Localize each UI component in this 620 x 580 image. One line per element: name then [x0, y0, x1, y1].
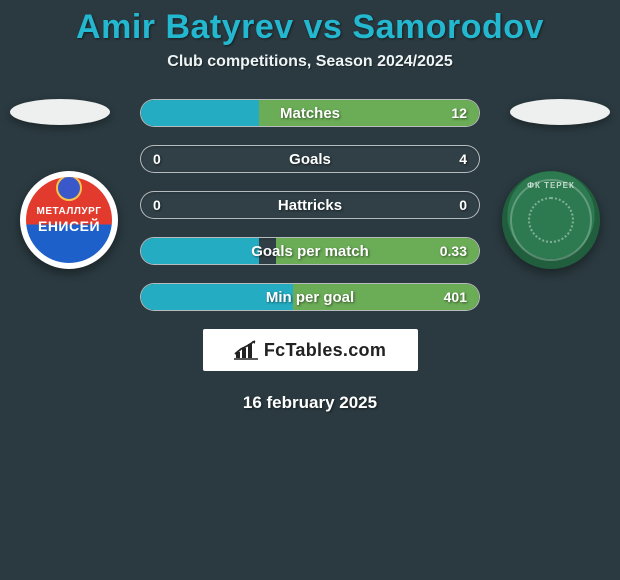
content-area: МЕТАЛЛУРГ ЕНИСЕЙ ФК ТЕРЕК 12Matches 0 4Goa…	[0, 99, 620, 413]
stat-row: 0 4Goals	[140, 145, 480, 173]
club-left-emblem-icon	[56, 177, 82, 201]
stat-row: 0.33Goals per match	[140, 237, 480, 265]
stat-value-right: 0	[447, 192, 479, 218]
stat-label: Goals	[141, 146, 479, 172]
stat-row: 0 0Hattricks	[140, 191, 480, 219]
bar-chart-icon	[234, 340, 258, 360]
stat-value-left: 0	[141, 192, 173, 218]
club-right-ring-text: ФК ТЕРЕК	[502, 181, 600, 190]
brand-badge[interactable]: FcTables.com	[203, 329, 418, 371]
stat-fill-left	[141, 284, 293, 310]
club-logo-right: ФК ТЕРЕК	[502, 171, 600, 269]
brand-text: FcTables.com	[264, 340, 386, 361]
club-logo-left: МЕТАЛЛУРГ ЕНИСЕЙ	[20, 171, 118, 269]
page-title: Amir Batyrev vs Samorodov	[0, 0, 620, 53]
stat-fill-left	[141, 100, 259, 126]
stat-fill-right	[293, 284, 479, 310]
stat-value-right: 4	[447, 146, 479, 172]
player-right-avatar-placeholder	[510, 99, 610, 125]
stats-list: 12Matches04Goals00Hattricks0.33Goals per…	[140, 99, 480, 311]
stat-fill-right	[259, 100, 479, 126]
stat-fill-right	[276, 238, 479, 264]
stat-label: Hattricks	[141, 192, 479, 218]
stat-row: 12Matches	[140, 99, 480, 127]
stat-fill-left	[141, 238, 259, 264]
footer-date: 16 february 2025	[0, 393, 620, 413]
stat-row: 401Min per goal	[140, 283, 480, 311]
club-left-main-text: ЕНИСЕЙ	[38, 219, 100, 233]
page-subtitle: Club competitions, Season 2024/2025	[0, 53, 620, 71]
club-left-top-text: МЕТАЛЛУРГ	[37, 207, 102, 217]
player-left-avatar-placeholder	[10, 99, 110, 125]
stat-value-left: 0	[141, 146, 173, 172]
